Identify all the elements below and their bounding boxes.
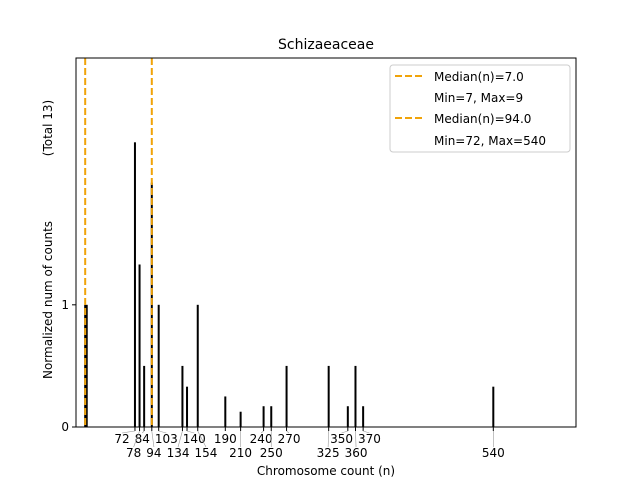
bar [239,411,242,427]
x-tick-leader [363,430,370,434]
x-tick-leader [341,430,348,434]
x-tick-leader [121,430,136,434]
legend-label-1: Median(n)=7.0 [434,70,524,84]
bar [262,406,265,427]
x-tick-label: 210 [229,446,252,460]
legend-box [389,64,571,153]
x-tick-leader [286,430,290,434]
x-tick-leader [260,430,264,434]
bar [327,365,330,427]
bar [362,406,365,427]
bar [492,386,495,427]
bar [186,386,189,427]
x-tick-label: 94 [146,446,161,460]
legend-sub-2: Min=72, Max=540 [434,134,546,148]
x-tick-leader [197,430,207,448]
y-tick-label: 1 [61,298,69,312]
x-tick-leader [151,430,155,448]
x-tick-label: 360 [345,446,368,460]
x-tick-label: 190 [214,432,237,446]
y-tick-label: 0 [61,420,69,434]
x-tick-label: 350 [330,432,353,446]
bar [196,304,199,427]
legend: Median(n)=7.0 Min=7, Max=9 Median(n)=94.… [389,64,571,153]
x-tick-leader [158,430,167,434]
bar [181,365,184,427]
x-axis-label: Chromosome count (n) [257,464,395,478]
x-tick-label: 540 [482,446,505,460]
bar [143,365,146,427]
bar [157,304,160,427]
x-tick-label: 325 [317,446,340,460]
x-tick-label: 72 [114,432,129,446]
x-tick-label: 240 [250,432,273,446]
y-axis-total-label: (Total 13) [41,100,55,156]
chart-title: Schizaeaceae [278,37,374,53]
x-tick-label: 78 [126,446,141,460]
x-tick-leader [133,430,140,448]
x-tick-leader [186,430,195,434]
legend-sub-1: Min=7, Max=9 [434,91,523,105]
x-tick-label: 270 [278,432,301,446]
x-tick-leader [177,430,183,448]
bar [133,142,136,427]
plot-frame [75,57,577,428]
bar [346,406,349,427]
x-tick-label: 84 [135,432,150,446]
bar [285,365,288,427]
bar [354,365,357,427]
x-tick-label: 103 [155,432,178,446]
bar [85,304,88,427]
y-axis-label: Normalized num of counts [41,221,55,379]
x-tick-label: 134 [167,446,190,460]
x-tick-label: 250 [260,446,283,460]
x-tick-leader [355,430,357,448]
legend-label-2: Median(n)=94.0 [434,112,531,126]
bar [270,406,273,427]
bar [84,304,87,427]
x-tick-leader [142,430,145,434]
x-tick-label: 154 [194,446,217,460]
bar [138,264,141,427]
x-tick-leader [327,430,329,448]
x-tick-label: 140 [183,432,206,446]
x-tick-label: 370 [358,432,381,446]
bar [224,396,227,427]
